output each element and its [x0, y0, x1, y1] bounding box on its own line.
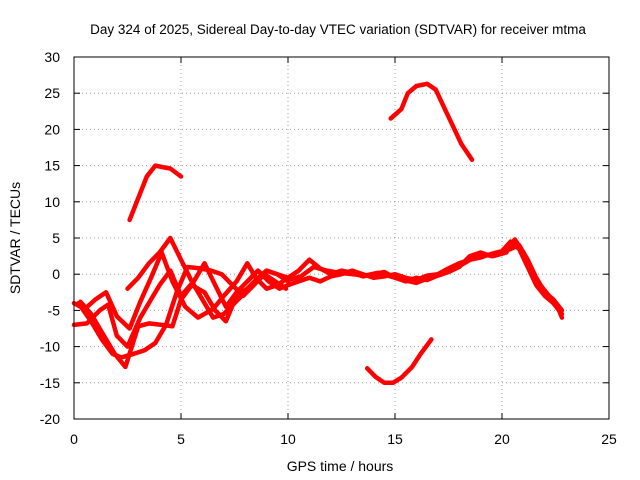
x-axis-label: GPS time / hours	[287, 458, 394, 474]
x-tick-label: 15	[387, 431, 403, 447]
y-tick-label: 0	[52, 266, 60, 282]
x-tick-label: 0	[70, 431, 78, 447]
series-line-11	[285, 237, 565, 320]
x-tick-label: 20	[494, 431, 510, 447]
y-tick-label: 25	[44, 85, 60, 101]
x-tick-label: 25	[601, 431, 617, 447]
y-axis-ticks: -20 -15 -10 -5 0 5 10 15 20 25 30	[40, 49, 609, 427]
series-line-3	[364, 337, 434, 386]
grid-lines	[74, 57, 609, 419]
y-tick-label: 10	[44, 194, 60, 210]
x-tick-label: 10	[280, 431, 296, 447]
y-tick-label: 5	[52, 230, 60, 246]
series-line-8	[125, 235, 291, 320]
x-tick-label: 5	[177, 431, 185, 447]
series-line-1	[127, 163, 184, 223]
series-line-2	[388, 81, 475, 163]
y-tick-label: 20	[44, 121, 60, 137]
y-tick-label: -5	[48, 302, 61, 318]
y-axis-label: SDTVAR / TECUs	[7, 182, 23, 294]
y-tick-label: -15	[40, 375, 60, 391]
chart-title: Day 324 of 2025, Sidereal Day-to-day VTE…	[90, 22, 586, 37]
data-series	[71, 81, 565, 386]
y-tick-label: 15	[44, 158, 60, 174]
y-tick-label: 30	[44, 49, 60, 65]
x-axis-ticks: 0 5 10 15 20 25	[70, 57, 617, 447]
y-tick-label: -20	[40, 411, 60, 427]
y-tick-label: -10	[40, 339, 60, 355]
